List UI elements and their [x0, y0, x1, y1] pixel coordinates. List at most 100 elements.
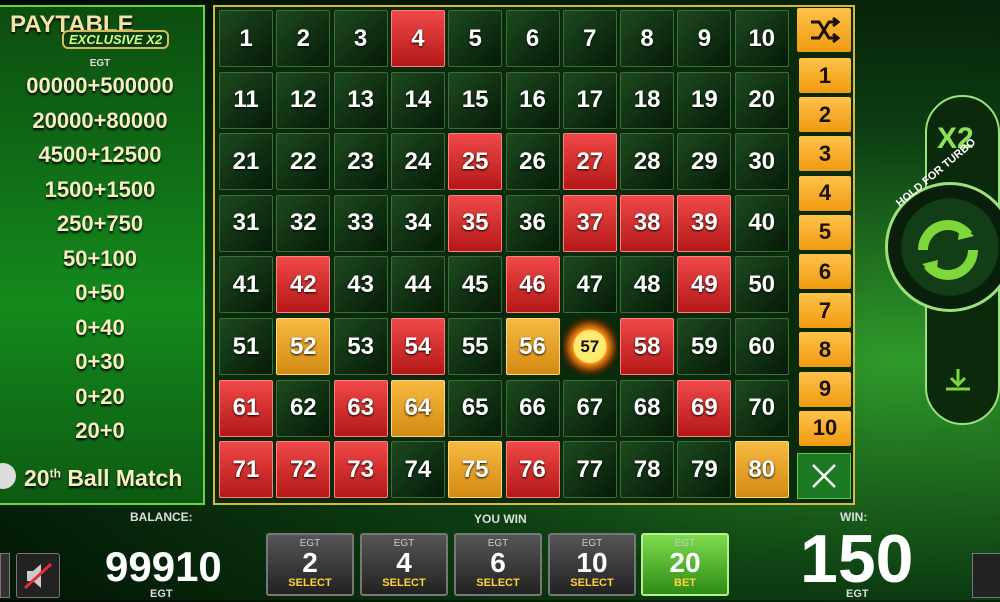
number-cell[interactable]: 62	[276, 379, 331, 437]
number-cell[interactable]: 6	[505, 10, 560, 67]
number-cell[interactable]: 21	[219, 133, 273, 191]
clear-button[interactable]	[797, 453, 851, 499]
number-cell[interactable]: 70	[734, 379, 789, 437]
bet-button[interactable]: EGT 4 SELECT	[360, 533, 448, 596]
number-cell[interactable]: 37	[562, 194, 617, 252]
number-cell[interactable]: 2	[276, 10, 331, 67]
number-cell[interactable]: 67	[562, 379, 617, 437]
number-cell[interactable]: 66	[505, 379, 560, 437]
number-cell[interactable]: 47	[562, 256, 617, 314]
bonus-toggle[interactable]	[0, 463, 16, 489]
number-cell[interactable]: 17	[562, 71, 617, 129]
number-cell[interactable]: 26	[505, 133, 560, 191]
quick-pick-button[interactable]: 4	[799, 175, 851, 211]
number-cell[interactable]: 16	[505, 71, 560, 129]
number-cell[interactable]: 55	[448, 318, 503, 375]
number-cell[interactable]: 52	[276, 318, 331, 375]
number-cell[interactable]: 11	[219, 71, 273, 129]
bet-button[interactable]: EGT 20 BET	[641, 533, 729, 596]
number-cell[interactable]: 60	[734, 318, 789, 375]
number-cell[interactable]: 24	[390, 133, 445, 191]
number-cell[interactable]: 12	[276, 71, 331, 129]
number-cell[interactable]: 22	[276, 133, 331, 191]
number-cell[interactable]: 33	[333, 194, 388, 252]
quick-pick-button[interactable]: 8	[799, 332, 851, 368]
number-cell[interactable]: 53	[333, 318, 388, 375]
number-cell[interactable]: 59	[677, 318, 732, 375]
number-cell[interactable]: 57	[562, 318, 617, 375]
quick-pick-button[interactable]: 7	[799, 293, 851, 329]
number-cell[interactable]: 36	[505, 194, 560, 252]
number-cell[interactable]: 77	[562, 441, 617, 499]
number-cell[interactable]: 76	[505, 441, 560, 499]
number-cell[interactable]: 43	[333, 256, 388, 314]
number-cell[interactable]: 32	[276, 194, 331, 252]
number-cell[interactable]: 27	[562, 133, 617, 191]
number-cell[interactable]: 14	[390, 71, 445, 129]
number-cell[interactable]: 3	[333, 10, 388, 67]
fullscreen-button[interactable]	[972, 553, 1000, 598]
number-cell[interactable]: 23	[333, 133, 388, 191]
number-cell[interactable]: 58	[620, 318, 675, 375]
number-cell[interactable]: 50	[734, 256, 789, 314]
quick-pick-button[interactable]: 9	[799, 371, 851, 407]
number-cell[interactable]: 80	[734, 441, 789, 499]
number-cell[interactable]: 51	[219, 318, 273, 375]
multiplier[interactable]: X2	[937, 122, 974, 155]
number-cell[interactable]: 45	[448, 256, 503, 314]
number-cell[interactable]: 29	[677, 133, 732, 191]
number-cell[interactable]: 13	[333, 71, 388, 129]
menu-button[interactable]	[0, 553, 10, 598]
number-cell[interactable]: 38	[620, 194, 675, 252]
number-cell[interactable]: 15	[448, 71, 503, 129]
number-cell[interactable]: 71	[219, 441, 273, 499]
number-cell[interactable]: 42	[276, 256, 331, 314]
number-cell[interactable]: 8	[620, 10, 675, 67]
shuffle-button[interactable]	[797, 8, 851, 52]
number-cell[interactable]: 65	[448, 379, 503, 437]
quick-pick-button[interactable]: 2	[799, 97, 851, 133]
number-cell[interactable]: 10	[734, 10, 789, 67]
number-cell[interactable]: 72	[276, 441, 331, 499]
number-cell[interactable]: 20	[734, 71, 789, 129]
number-cell[interactable]: 35	[448, 194, 503, 252]
number-cell[interactable]: 18	[620, 71, 675, 129]
number-cell[interactable]: 79	[677, 441, 732, 499]
number-cell[interactable]: 4	[390, 10, 445, 67]
number-cell[interactable]: 64	[390, 379, 445, 437]
bet-button[interactable]: EGT 10 SELECT	[548, 533, 636, 596]
mute-button[interactable]	[16, 553, 60, 598]
number-cell[interactable]: 30	[734, 133, 789, 191]
quick-pick-button[interactable]: 1	[799, 58, 851, 93]
number-cell[interactable]: 19	[677, 71, 732, 129]
number-cell[interactable]: 56	[505, 318, 560, 375]
number-cell[interactable]: 78	[620, 441, 675, 499]
number-cell[interactable]: 75	[448, 441, 503, 499]
number-cell[interactable]: 34	[390, 194, 445, 252]
number-cell[interactable]: 25	[448, 133, 503, 191]
number-cell[interactable]: 41	[219, 256, 273, 314]
number-cell[interactable]: 73	[333, 441, 388, 499]
number-cell[interactable]: 68	[620, 379, 675, 437]
number-cell[interactable]: 48	[620, 256, 675, 314]
download-icon[interactable]	[940, 365, 976, 397]
number-cell[interactable]: 7	[562, 10, 617, 67]
number-cell[interactable]: 39	[677, 194, 732, 252]
number-cell[interactable]: 49	[677, 256, 732, 314]
bet-button[interactable]: EGT 6 SELECT	[454, 533, 542, 596]
number-cell[interactable]: 9	[677, 10, 732, 67]
quick-pick-button[interactable]: 6	[799, 254, 851, 289]
number-cell[interactable]: 31	[219, 194, 273, 252]
quick-pick-button[interactable]: 5	[799, 214, 851, 250]
bet-button[interactable]: EGT 2 SELECT	[266, 533, 354, 596]
number-cell[interactable]: 69	[677, 379, 732, 437]
number-cell[interactable]: 44	[390, 256, 445, 314]
number-cell[interactable]: 74	[390, 441, 445, 499]
number-cell[interactable]: 28	[620, 133, 675, 191]
number-cell[interactable]: 1	[219, 10, 273, 67]
number-cell[interactable]: 54	[390, 318, 445, 375]
number-cell[interactable]: 61	[219, 379, 273, 437]
number-cell[interactable]: 40	[734, 194, 789, 252]
quick-pick-button[interactable]: 3	[799, 136, 851, 172]
number-cell[interactable]: 5	[448, 10, 503, 67]
